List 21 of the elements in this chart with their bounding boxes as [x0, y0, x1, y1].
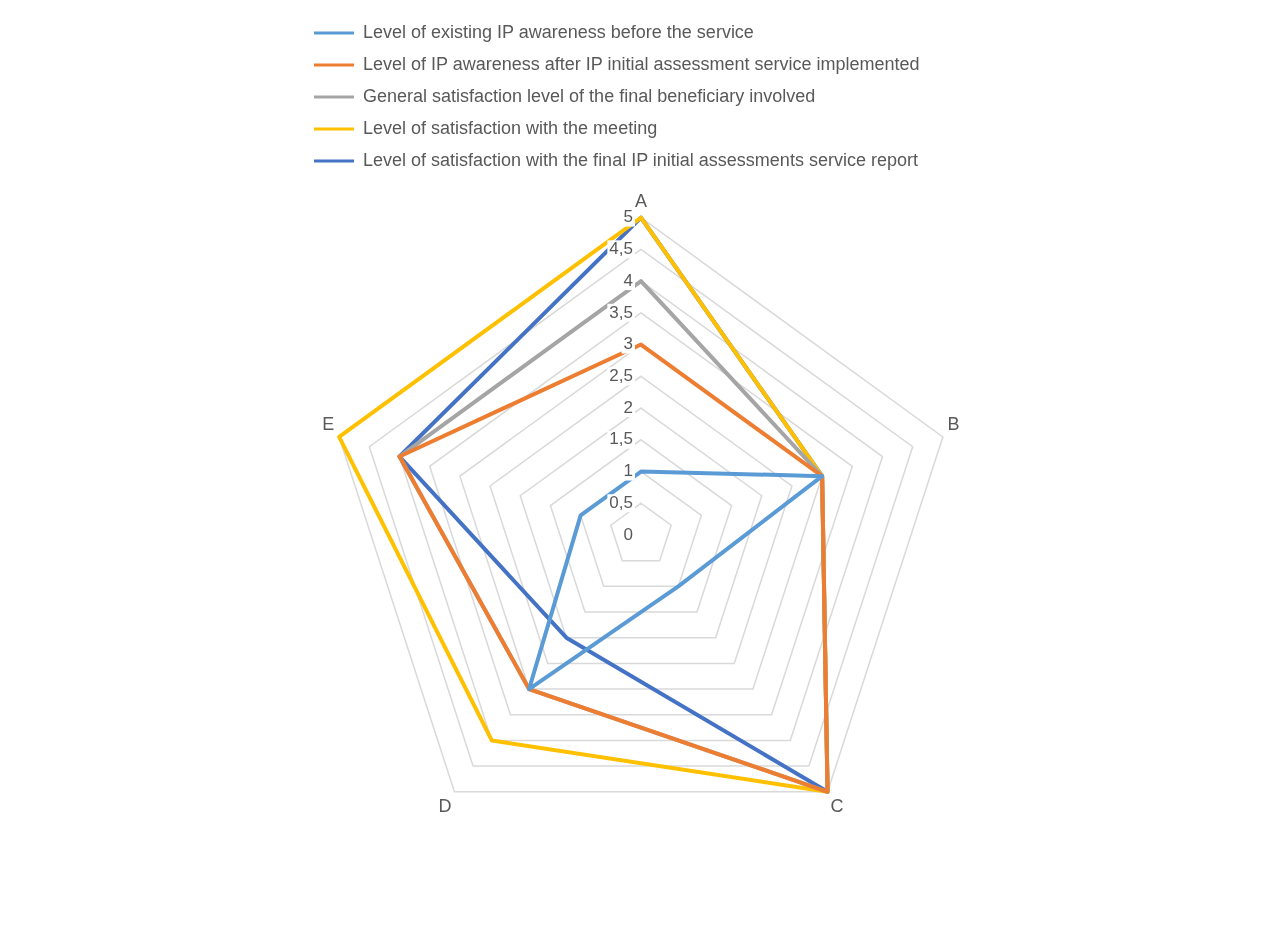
y-tick-label: 0,5 [609, 492, 633, 512]
legend-label: Level of IP awareness after IP initial assessment service implemented [363, 53, 920, 74]
legend-label: Level of satisfaction with the meeting [363, 117, 658, 138]
y-tick-label: 1 [623, 461, 633, 481]
y-tick-label: 2 [623, 397, 633, 417]
legend-label: Level of existing IP awareness before the service [363, 21, 754, 42]
y-tick-label: 1,5 [609, 429, 633, 449]
spoke-label: D [438, 795, 452, 816]
spoke-label: A [634, 190, 648, 211]
legend-label: General satisfaction level of the final beneficiary involved [363, 85, 816, 106]
y-tick-label: 5 [623, 207, 633, 227]
spoke-label: C [830, 795, 844, 816]
y-tick-label: 3 [623, 334, 633, 354]
y-tick-label: 2,5 [609, 365, 633, 385]
spoke-label: E [322, 413, 335, 434]
y-tick-label: 3,5 [609, 302, 633, 322]
legend-label: Level of satisfaction with the final IP initial assessments service report [363, 149, 918, 170]
spoke-label: B [947, 413, 960, 434]
y-tick-label: 4 [623, 270, 633, 290]
y-tick-label: 0 [623, 524, 633, 544]
y-tick-label: 4,5 [609, 239, 633, 259]
